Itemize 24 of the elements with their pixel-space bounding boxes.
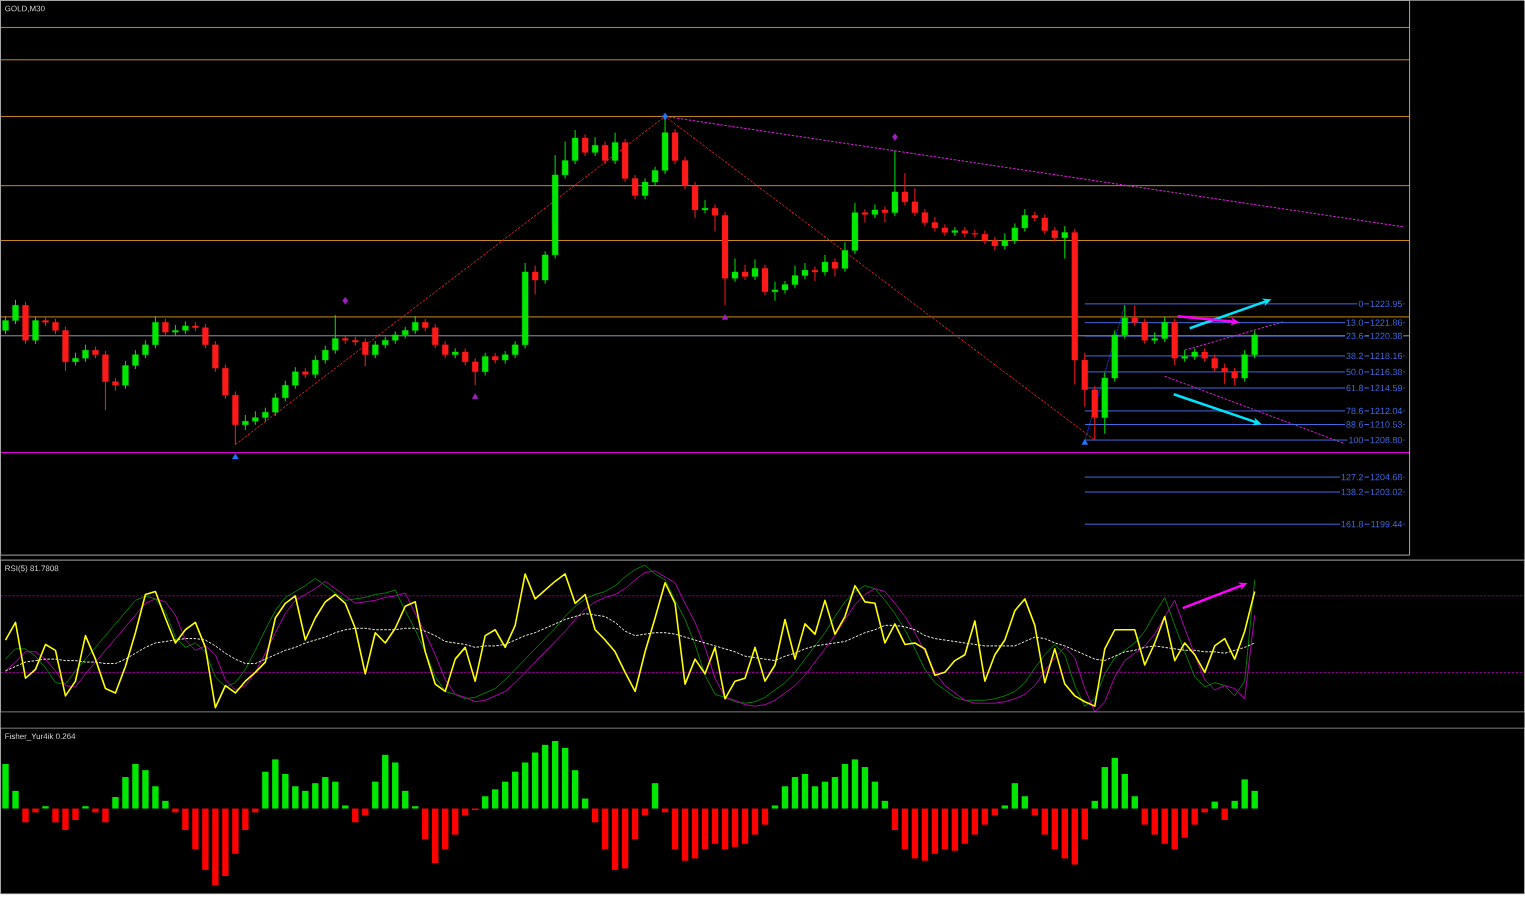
annotation: 0	[1358, 300, 1364, 308]
y-tick-label: 1214.59	[1370, 384, 1402, 392]
annotation: 138.2	[1341, 488, 1363, 496]
y-tick-label: 1199.44	[1371, 521, 1403, 528]
y-tick-label: 1223.95	[1370, 300, 1403, 308]
annotation: 78.6	[1346, 407, 1364, 415]
annotation: 13.0	[1346, 319, 1364, 326]
annotation: 127.2	[1341, 474, 1363, 481]
annotation: 61.8	[1346, 384, 1364, 392]
annotation: 88.6	[1346, 421, 1364, 428]
y-tick-label: 1212.04	[1370, 407, 1403, 415]
y-tick-label: 1208.80	[1370, 437, 1403, 444]
y-tick-label: 1220.38	[1370, 332, 1402, 340]
y-tick-label: 1210.53	[1370, 421, 1402, 428]
annotation: 100	[1349, 437, 1364, 444]
y-tick-label: 1221.86	[1370, 319, 1402, 326]
y-tick-label: 1204.68	[1370, 474, 1402, 481]
y-tick-label: 1216.38	[1370, 368, 1402, 376]
y-tick-label: 1203.02	[1370, 488, 1402, 496]
y-tick-label: 1218.16	[1370, 352, 1402, 360]
annotation: 38.2	[1346, 352, 1363, 360]
annotation: 23.6	[1346, 332, 1364, 340]
annotation: 50.0	[1346, 368, 1364, 376]
annotation: 161.8	[1341, 521, 1364, 528]
